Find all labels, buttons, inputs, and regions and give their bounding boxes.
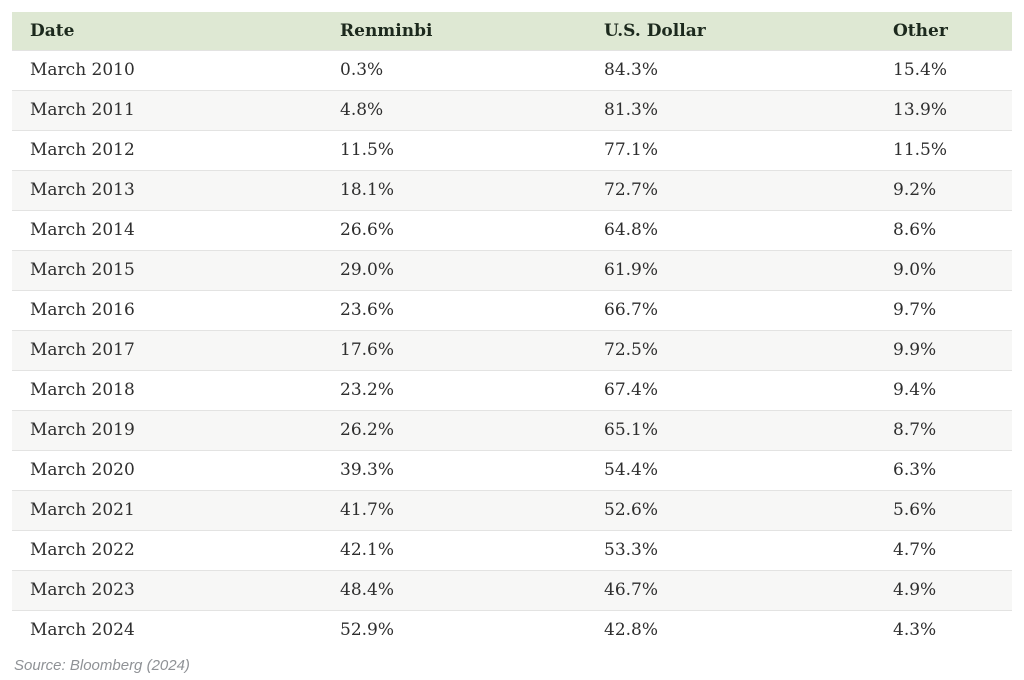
cell-date: March 2022	[12, 530, 322, 571]
cell-date: March 2010	[12, 50, 322, 91]
table-row: March 2020 39.3% 54.4% 6.3%	[12, 450, 1012, 491]
cell-renminbi: 23.6%	[322, 290, 586, 331]
cell-date: March 2014	[12, 210, 322, 251]
table-row: March 2023 48.4% 46.7% 4.9%	[12, 570, 1012, 611]
cell-renminbi: 26.2%	[322, 410, 586, 451]
cell-us-dollar: 72.7%	[586, 170, 875, 211]
table-row: March 2016 23.6% 66.7% 9.7%	[12, 290, 1012, 331]
cell-us-dollar: 64.8%	[586, 210, 875, 251]
cell-other: 8.7%	[875, 410, 1012, 451]
table-row: March 2022 42.1% 53.3% 4.7%	[12, 530, 1012, 571]
cell-us-dollar: 54.4%	[586, 450, 875, 491]
table-row: March 2012 11.5% 77.1% 11.5%	[12, 130, 1012, 171]
cell-other: 4.9%	[875, 570, 1012, 611]
cell-renminbi: 42.1%	[322, 530, 586, 571]
cell-other: 4.7%	[875, 530, 1012, 571]
page: Date Renminbi U.S. Dollar Other March 20…	[0, 12, 1024, 680]
cell-renminbi: 29.0%	[322, 250, 586, 291]
cell-us-dollar: 46.7%	[586, 570, 875, 611]
cell-date: March 2016	[12, 290, 322, 331]
cell-us-dollar: 65.1%	[586, 410, 875, 451]
cell-other: 9.2%	[875, 170, 1012, 211]
cell-other: 9.4%	[875, 370, 1012, 411]
cell-other: 11.5%	[875, 130, 1012, 171]
cell-renminbi: 41.7%	[322, 490, 586, 531]
cell-other: 4.3%	[875, 610, 1012, 650]
table-row: March 2017 17.6% 72.5% 9.9%	[12, 330, 1012, 371]
cell-us-dollar: 67.4%	[586, 370, 875, 411]
cell-date: March 2013	[12, 170, 322, 211]
cell-date: March 2011	[12, 90, 322, 131]
cell-renminbi: 18.1%	[322, 170, 586, 211]
cell-renminbi: 26.6%	[322, 210, 586, 251]
cell-other: 9.0%	[875, 250, 1012, 291]
cell-us-dollar: 42.8%	[586, 610, 875, 650]
currency-share-table: Date Renminbi U.S. Dollar Other March 20…	[12, 12, 1012, 650]
cell-renminbi: 48.4%	[322, 570, 586, 611]
table-row: March 2010 0.3% 84.3% 15.4%	[12, 50, 1012, 91]
cell-us-dollar: 52.6%	[586, 490, 875, 531]
column-header-us-dollar: U.S. Dollar	[586, 12, 875, 51]
cell-us-dollar: 84.3%	[586, 50, 875, 91]
table-header-row: Date Renminbi U.S. Dollar Other	[12, 12, 1012, 51]
cell-date: March 2021	[12, 490, 322, 531]
cell-us-dollar: 53.3%	[586, 530, 875, 571]
cell-other: 9.9%	[875, 330, 1012, 371]
column-header-renminbi: Renminbi	[322, 12, 586, 51]
cell-date: March 2018	[12, 370, 322, 411]
cell-renminbi: 17.6%	[322, 330, 586, 371]
cell-other: 13.9%	[875, 90, 1012, 131]
table-row: March 2011 4.8% 81.3% 13.9%	[12, 90, 1012, 131]
cell-date: March 2019	[12, 410, 322, 451]
cell-other: 6.3%	[875, 450, 1012, 491]
cell-us-dollar: 77.1%	[586, 130, 875, 171]
cell-date: March 2015	[12, 250, 322, 291]
cell-us-dollar: 61.9%	[586, 250, 875, 291]
cell-other: 5.6%	[875, 490, 1012, 531]
cell-renminbi: 4.8%	[322, 90, 586, 131]
table-row: March 2014 26.6% 64.8% 8.6%	[12, 210, 1012, 251]
cell-renminbi: 23.2%	[322, 370, 586, 411]
table-row: March 2024 52.9% 42.8% 4.3%	[12, 610, 1012, 650]
table-row: March 2019 26.2% 65.1% 8.7%	[12, 410, 1012, 451]
cell-date: March 2017	[12, 330, 322, 371]
cell-renminbi: 11.5%	[322, 130, 586, 171]
cell-other: 9.7%	[875, 290, 1012, 331]
cell-other: 15.4%	[875, 50, 1012, 91]
cell-date: March 2012	[12, 130, 322, 171]
column-header-other: Other	[875, 12, 1012, 51]
cell-renminbi: 39.3%	[322, 450, 586, 491]
cell-us-dollar: 81.3%	[586, 90, 875, 131]
table-row: March 2018 23.2% 67.4% 9.4%	[12, 370, 1012, 411]
table-body: March 2010 0.3% 84.3% 15.4% March 2011 4.8% 81…	[12, 50, 1012, 650]
cell-other: 8.6%	[875, 210, 1012, 251]
table-row: March 2015 29.0% 61.9% 9.0%	[12, 250, 1012, 291]
cell-renminbi: 0.3%	[322, 50, 586, 91]
table-row: March 2021 41.7% 52.6% 5.6%	[12, 490, 1012, 531]
cell-date: March 2020	[12, 450, 322, 491]
cell-renminbi: 52.9%	[322, 610, 586, 650]
cell-us-dollar: 66.7%	[586, 290, 875, 331]
source-note: Source: Bloomberg (2024)	[14, 657, 190, 674]
table-row: March 2013 18.1% 72.7% 9.2%	[12, 170, 1012, 211]
column-header-date: Date	[12, 12, 322, 51]
cell-us-dollar: 72.5%	[586, 330, 875, 371]
cell-date: March 2023	[12, 570, 322, 611]
cell-date: March 2024	[12, 610, 322, 650]
